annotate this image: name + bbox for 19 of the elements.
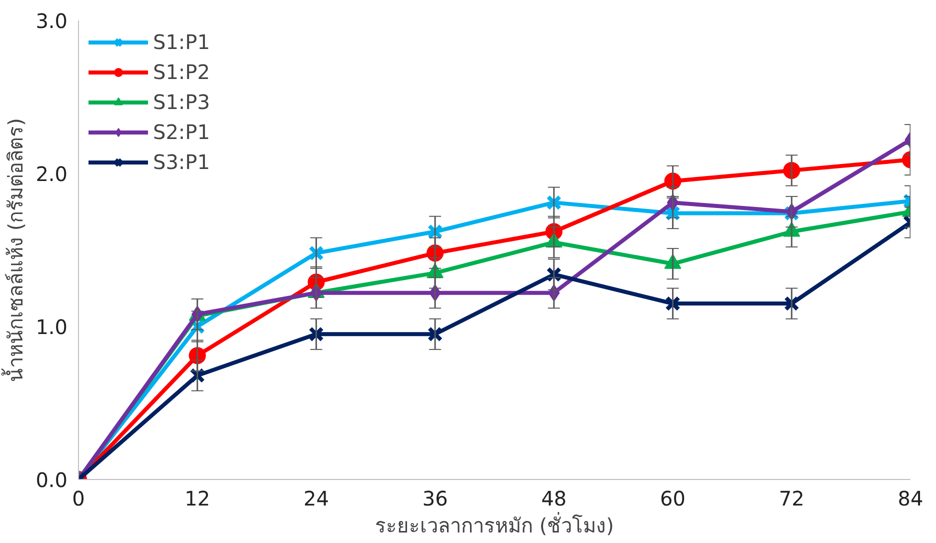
y-axis-title: น้ำหนักเซลล์แห้ง (กรัมต่อลิตร) — [2, 118, 28, 382]
x-tick-label: 0 — [72, 486, 85, 510]
y-tick-label: 0.0 — [36, 468, 68, 492]
legend-label: S1:P3 — [153, 90, 210, 114]
x-tick-label: 36 — [422, 486, 448, 510]
y-tick-label: 2.0 — [36, 162, 68, 186]
y-tick-label: 1.0 — [36, 315, 68, 339]
x-tick-label: 84 — [898, 486, 924, 510]
legend-label: S2:P1 — [153, 120, 210, 144]
legend-label: S1:P2 — [153, 60, 210, 84]
x-tick-label: 12 — [184, 486, 210, 510]
x-axis-title: ระยะเวลาการหมัก (ชั่วโมง) — [375, 512, 614, 538]
x-tick-label: 24 — [303, 486, 329, 510]
x-tick-label: 72 — [778, 486, 804, 510]
y-tick-label: 3.0 — [36, 9, 68, 33]
x-tick-label: 48 — [541, 486, 567, 510]
x-tick-label: 60 — [660, 486, 686, 510]
legend-label: S1:P1 — [153, 30, 210, 54]
legend-label: S3:P1 — [153, 150, 210, 174]
